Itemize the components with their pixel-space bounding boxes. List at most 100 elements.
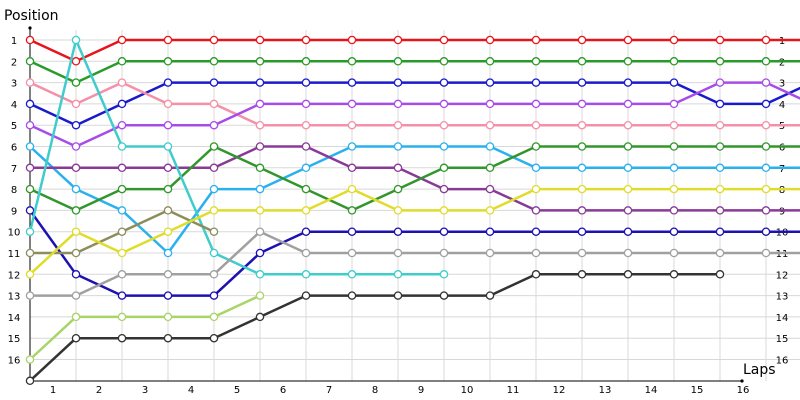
y-tick-label-right: 14	[776, 313, 789, 324]
x-tick-label: 13	[599, 385, 612, 396]
series-point	[347, 78, 357, 87]
series-point	[301, 120, 311, 130]
series-point	[347, 248, 357, 258]
series-line	[28, 81, 800, 127]
series-point	[163, 248, 173, 258]
series-point	[209, 184, 219, 194]
series-point	[715, 120, 725, 130]
series-point	[623, 99, 633, 109]
series-point	[623, 184, 633, 194]
series-point	[209, 78, 219, 87]
series-point	[255, 206, 265, 215]
series-point	[669, 248, 679, 258]
x-axis-title: Laps	[743, 362, 776, 378]
series-point	[623, 57, 633, 66]
series-point	[761, 57, 771, 66]
y-tick-label-right: 1	[779, 36, 785, 47]
series-point	[255, 163, 265, 173]
y-tick-label-left: 4	[11, 100, 17, 111]
y-tick-label-right: 8	[779, 185, 785, 196]
series-point	[71, 120, 81, 130]
series-point	[623, 270, 633, 279]
series-point	[715, 99, 725, 109]
series-point	[393, 248, 403, 258]
series-2	[25, 57, 800, 87]
series-point	[393, 163, 403, 173]
series-point	[669, 270, 679, 279]
series-point	[301, 291, 311, 300]
series-line	[28, 294, 262, 361]
series-point	[209, 333, 219, 343]
series-point	[25, 57, 35, 66]
series-point	[25, 248, 35, 258]
series-line	[28, 145, 800, 212]
series-line	[28, 81, 800, 148]
series-point	[117, 291, 127, 300]
series-point	[485, 291, 495, 300]
x-axis-arrow-tip	[740, 379, 744, 383]
series-13	[25, 227, 800, 300]
series-point	[347, 120, 357, 130]
y-tick-label-left: 10	[8, 228, 21, 239]
series-point	[439, 78, 449, 87]
series-point	[531, 248, 541, 258]
series-point	[439, 184, 449, 194]
series-point	[255, 291, 265, 300]
series-point	[25, 291, 35, 300]
series-point	[71, 270, 81, 279]
series-point	[301, 227, 311, 236]
series-point	[209, 57, 219, 66]
series-9	[25, 206, 800, 300]
series-point	[117, 206, 127, 215]
y-tick-label-right: 5	[779, 121, 785, 132]
series-point	[439, 99, 449, 109]
y-tick-label-left: 12	[8, 270, 21, 281]
x-tick-label: 16	[737, 385, 750, 396]
series-point	[25, 355, 35, 364]
y-tick-label-right: 15	[776, 334, 789, 345]
series-point	[531, 120, 541, 130]
series-group	[25, 35, 800, 386]
x-tick-label: 1	[50, 385, 56, 396]
y-tick-label-left: 14	[8, 313, 21, 324]
series-point	[439, 35, 449, 45]
series-point	[347, 142, 357, 151]
series-point	[163, 291, 173, 300]
series-point	[209, 227, 219, 236]
series-point	[71, 78, 81, 87]
series-point	[209, 35, 219, 45]
series-point	[117, 57, 127, 66]
series-point	[393, 291, 403, 300]
y-tick-label-right: 11	[776, 249, 789, 260]
series-point	[117, 99, 127, 109]
series-point	[347, 270, 357, 279]
series-point	[71, 248, 81, 258]
series-point	[393, 206, 403, 215]
series-point	[209, 270, 219, 279]
y-tick-label-right: 3	[779, 79, 785, 90]
series-point	[163, 184, 173, 194]
series-point	[163, 333, 173, 343]
series-point	[669, 78, 679, 87]
series-point	[163, 206, 173, 215]
series-point	[117, 163, 127, 173]
series-point	[117, 120, 127, 130]
y-tick-label-right: 4	[779, 100, 785, 111]
series-point	[117, 270, 127, 279]
series-point	[761, 163, 771, 173]
series-line	[28, 187, 800, 276]
series-point	[163, 227, 173, 236]
x-tick-label: 3	[142, 385, 148, 396]
series-line	[28, 81, 800, 127]
series-point	[163, 78, 173, 87]
series-point	[393, 57, 403, 66]
series-point	[301, 35, 311, 45]
series-point	[577, 227, 587, 236]
series-point	[623, 35, 633, 45]
series-point	[117, 142, 127, 151]
series-point	[255, 57, 265, 66]
series-point	[577, 163, 587, 173]
series-point	[531, 227, 541, 236]
series-point	[439, 248, 449, 258]
series-point	[209, 99, 219, 109]
